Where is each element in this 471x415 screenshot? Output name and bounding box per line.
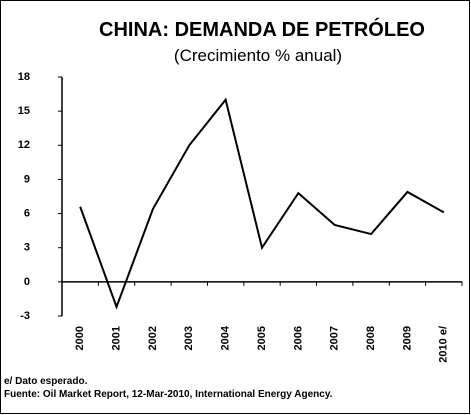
x-tick-label: 2002 bbox=[147, 326, 159, 350]
x-tick-label: 2007 bbox=[329, 326, 341, 350]
source: Fuente: Oil Market Report, 12-Mar-2010, … bbox=[4, 389, 333, 400]
y-tick-label: 15 bbox=[18, 105, 30, 117]
y-tick-label: 9 bbox=[24, 173, 30, 185]
x-tick-label: 2000 bbox=[74, 326, 86, 350]
x-tick-label: 2001 bbox=[110, 326, 122, 350]
x-tick-label: 2003 bbox=[183, 326, 195, 350]
x-tick-label: 2009 bbox=[401, 326, 413, 350]
y-tick-label: 3 bbox=[24, 242, 30, 254]
x-tick-label: 2005 bbox=[256, 326, 268, 350]
y-tick-label: 0 bbox=[24, 276, 30, 288]
x-tick-label: 2004 bbox=[220, 325, 232, 350]
x-tick-label: 2010 e/ bbox=[438, 326, 450, 363]
y-tick-label: 12 bbox=[18, 139, 30, 151]
chart-title: CHINA: DEMANDA DE PETRÓLEO bbox=[99, 17, 425, 41]
y-tick-label: 18 bbox=[18, 71, 30, 83]
chart-subtitle: (Crecimiento % anual) bbox=[174, 46, 342, 65]
y-tick-label: -3 bbox=[20, 310, 30, 322]
x-tick-label: 2006 bbox=[292, 326, 304, 350]
x-tick-label: 2008 bbox=[365, 326, 377, 350]
data-line bbox=[79, 97, 445, 310]
y-tick-label: 6 bbox=[24, 207, 30, 219]
footnote: e/ Dato esperado. bbox=[4, 376, 88, 387]
